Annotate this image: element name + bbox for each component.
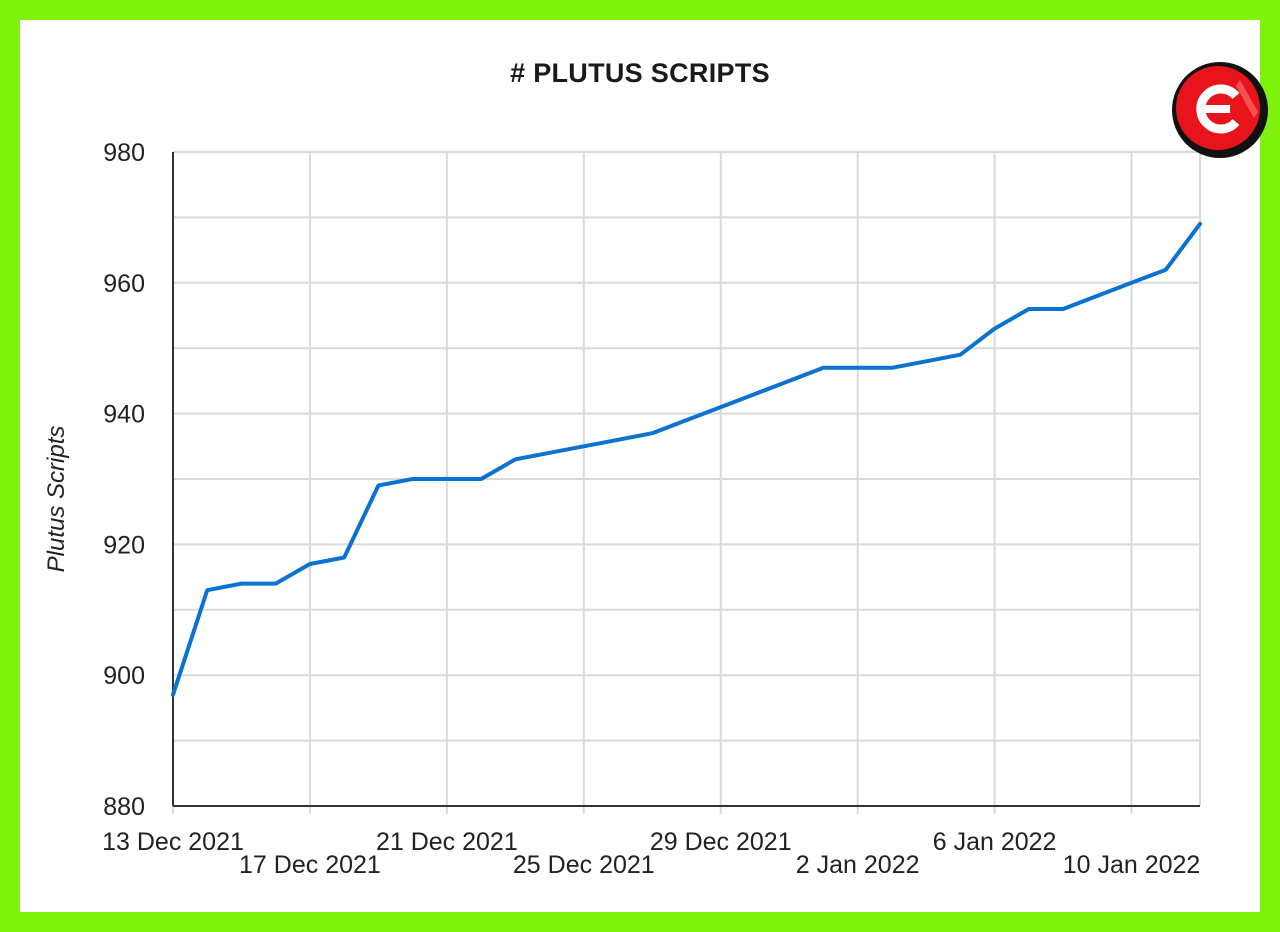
y-tick-label: 920 [103, 531, 145, 559]
data-point [1061, 307, 1065, 311]
x-tick-label: 29 Dec 2021 [650, 828, 792, 856]
data-point [924, 359, 928, 363]
y-tick-label: 980 [103, 139, 145, 167]
y-tick-label: 880 [103, 793, 145, 821]
data-point [650, 431, 654, 435]
data-point [548, 451, 552, 455]
data-point [205, 588, 209, 592]
data-point [616, 438, 620, 442]
data-point [342, 556, 346, 559]
x-tick-label: 21 Dec 2021 [376, 828, 518, 856]
data-point [1095, 294, 1099, 298]
y-tick-label: 960 [103, 270, 145, 298]
data-point [787, 379, 791, 383]
data-point [240, 582, 243, 586]
y-axis-title: Plutus Scripts [43, 426, 70, 573]
data-point [411, 477, 415, 481]
grid [172, 151, 1201, 814]
data-point [753, 392, 757, 396]
x-tick-label: 6 Jan 2022 [933, 828, 1057, 856]
series-line [171, 221, 1202, 697]
data-point [582, 444, 586, 448]
brand-logo-icon [1172, 62, 1268, 158]
data-point [821, 366, 825, 370]
chart-card: 880 900 920 940 960 980 13 Dec 2021 17 Dec 2021… [20, 20, 1268, 912]
x-tick-label: 2 Jan 2022 [796, 851, 920, 879]
data-point [1198, 222, 1202, 226]
data-point [993, 327, 997, 331]
data-point [171, 693, 175, 697]
data-point [308, 562, 312, 566]
data-point [445, 477, 449, 481]
data-point [1027, 307, 1031, 311]
x-tick-label: 13 Dec 2021 [102, 828, 244, 856]
data-point [274, 582, 278, 586]
data-point [685, 418, 688, 422]
data-point [719, 405, 723, 409]
x-tick-label: 10 Jan 2022 [1063, 851, 1201, 879]
data-point [1164, 268, 1168, 272]
data-point [958, 353, 962, 357]
data-point [856, 366, 860, 370]
x-tick-label: 25 Dec 2021 [513, 851, 655, 879]
y-tick-label: 900 [103, 662, 145, 690]
chart-title: # PLUTUS SCRIPTS [510, 58, 770, 88]
series [171, 221, 1202, 697]
y-tick-label: 940 [103, 401, 145, 429]
data-point [479, 477, 483, 481]
data-point [890, 366, 894, 370]
data-point [1130, 281, 1133, 285]
axes [172, 152, 1200, 807]
data-point [513, 457, 517, 461]
x-tick-label: 17 Dec 2021 [239, 851, 381, 879]
data-point [376, 484, 380, 487]
